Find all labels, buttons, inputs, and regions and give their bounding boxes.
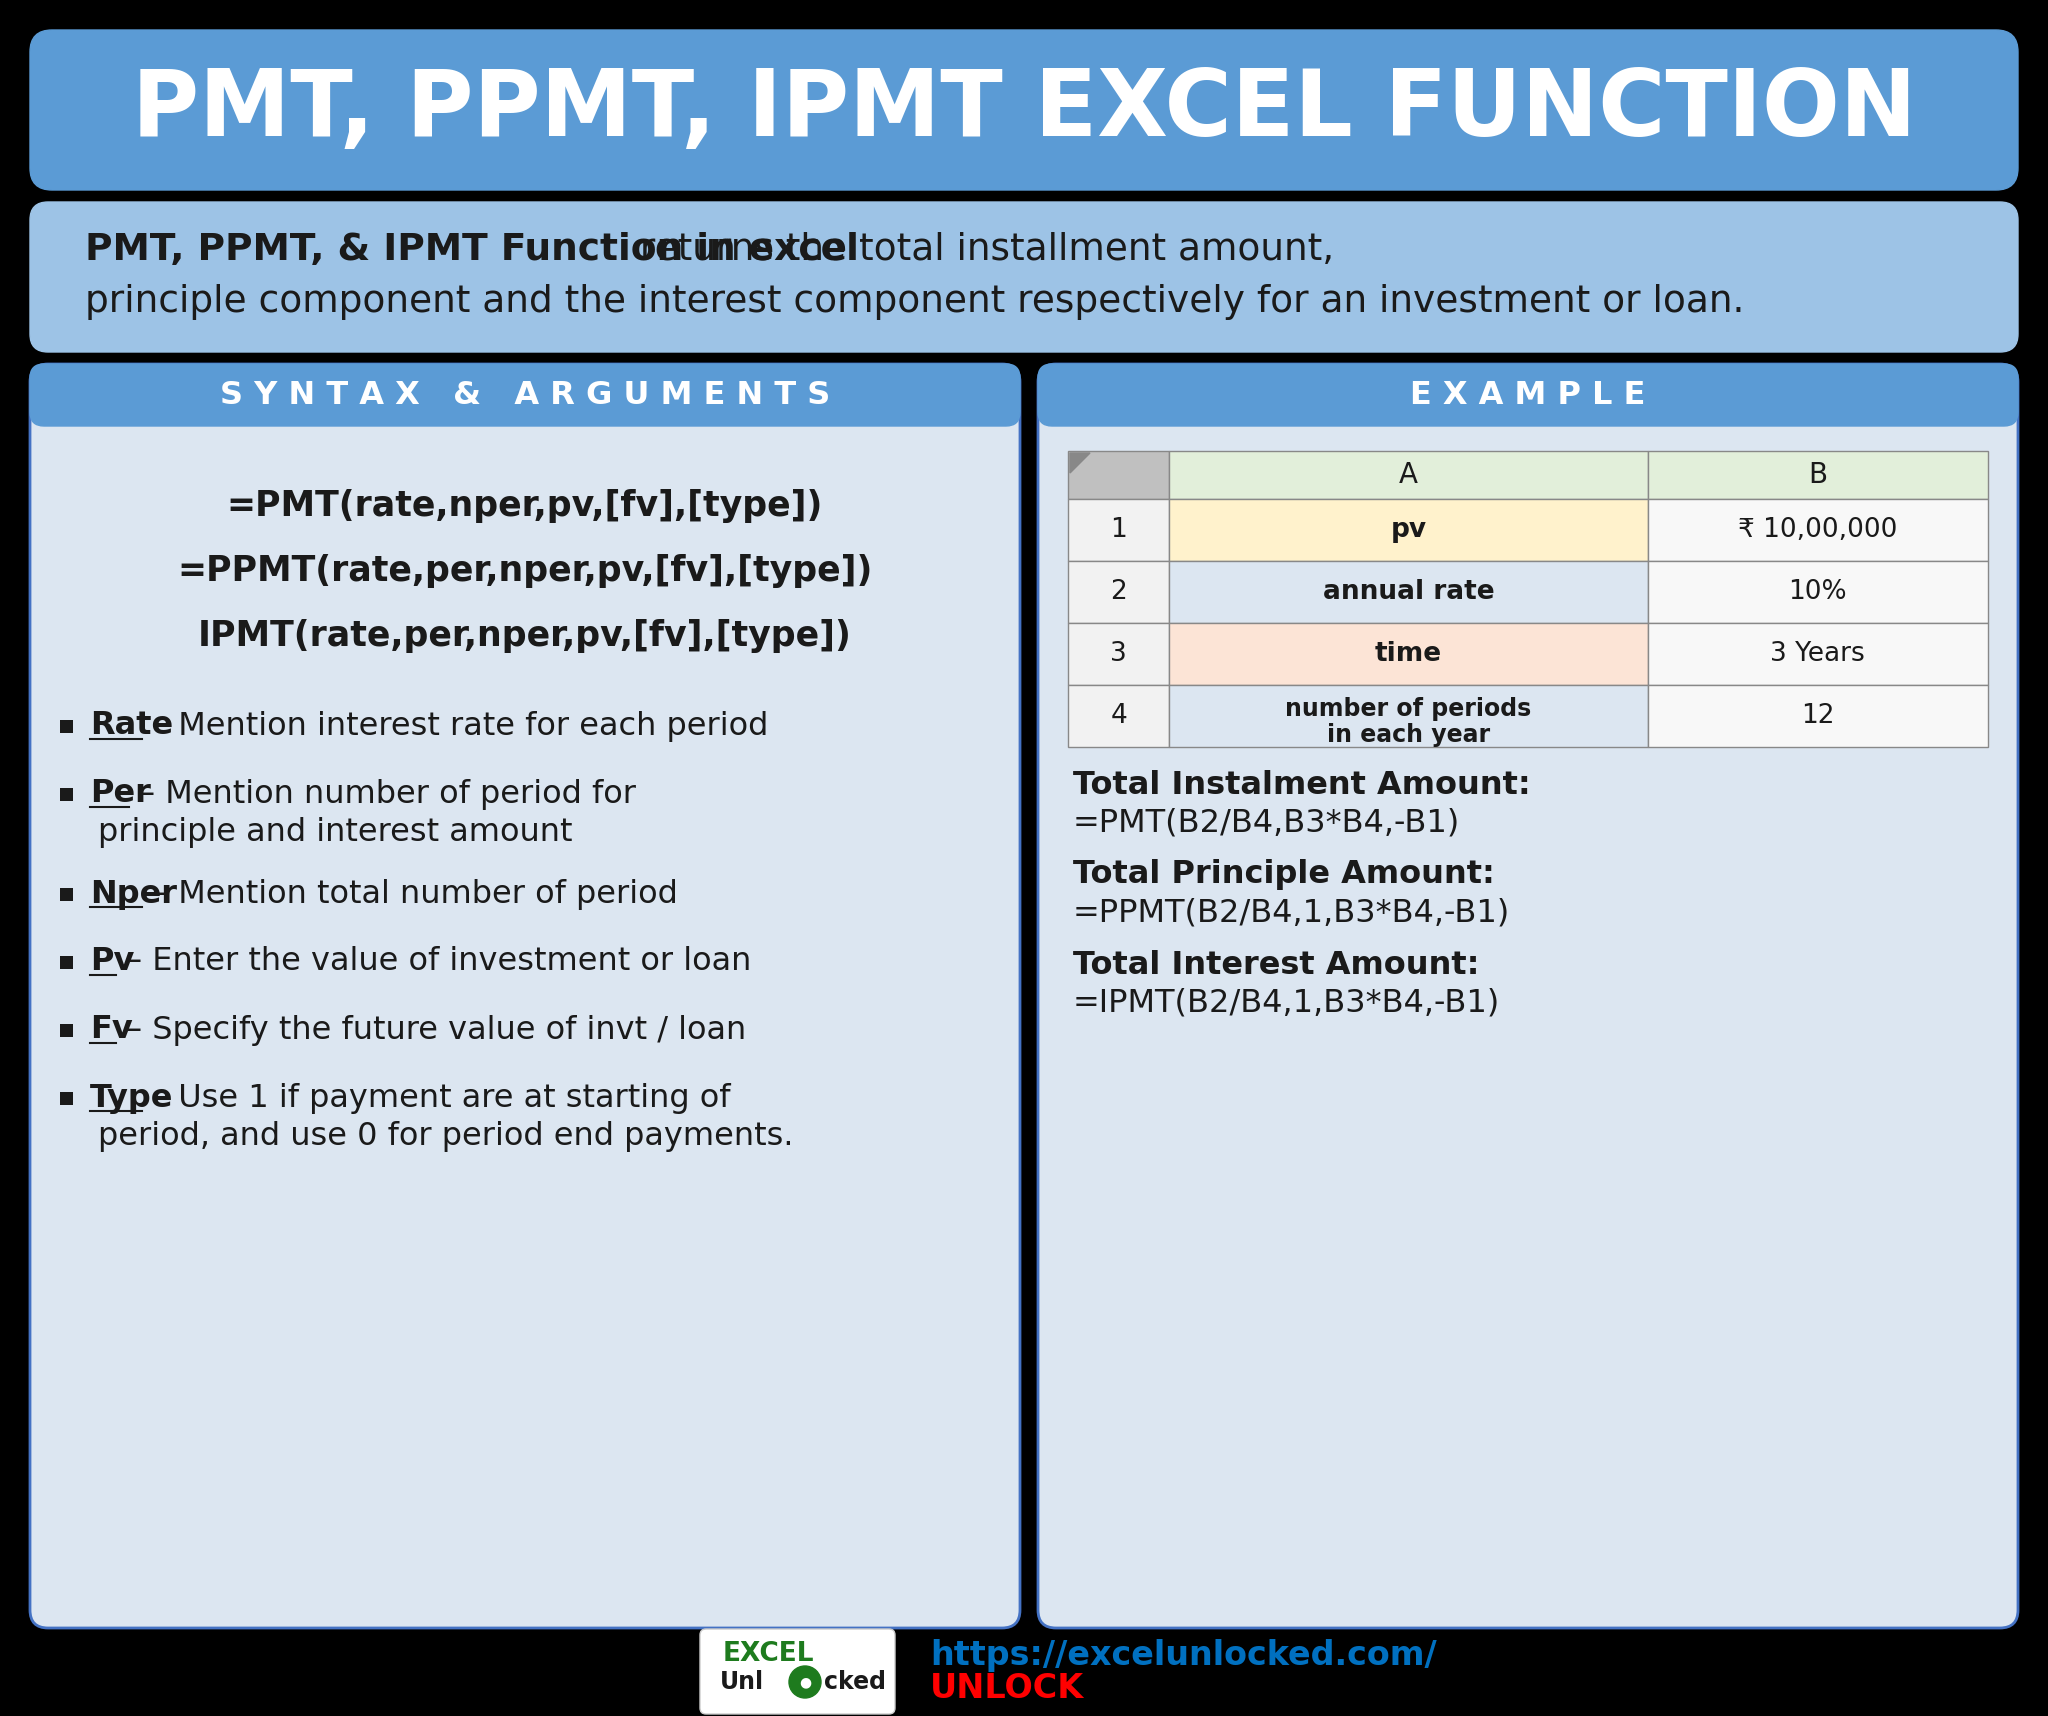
FancyBboxPatch shape (31, 202, 2017, 352)
Bar (1647, 451, 1989, 499)
Text: UNLOCK: UNLOCK (930, 1671, 1083, 1704)
Text: S Y N T A X   &   A R G U M E N T S: S Y N T A X & A R G U M E N T S (219, 379, 829, 410)
Bar (59, 1091, 74, 1105)
Text: Rate: Rate (90, 710, 174, 741)
Text: https://excelunlocked.com/: https://excelunlocked.com/ (930, 1639, 1438, 1673)
Text: 12: 12 (1800, 704, 1835, 729)
Text: cked: cked (823, 1670, 887, 1694)
Bar (1169, 451, 1647, 499)
Text: – Mention number of period for: – Mention number of period for (129, 779, 637, 810)
Bar (59, 887, 74, 901)
Text: =IPMT(B2/B4,1,B3*B4,-B1): =IPMT(B2/B4,1,B3*B4,-B1) (1073, 987, 1501, 1019)
Text: A: A (1399, 462, 1417, 489)
Text: Total Interest Amount:: Total Interest Amount: (1073, 949, 1479, 980)
Bar (1067, 451, 1169, 499)
Text: pv: pv (1391, 517, 1427, 542)
Text: =PMT(B2/B4,B3*B4,-B1): =PMT(B2/B4,B3*B4,-B1) (1073, 808, 1460, 839)
Text: =PPMT(B2/B4,1,B3*B4,-B1): =PPMT(B2/B4,1,B3*B4,-B1) (1073, 897, 1509, 928)
Text: Total Instalment Amount:: Total Instalment Amount: (1073, 769, 1530, 800)
Bar (1067, 685, 1169, 746)
Text: IPMT(rate,per,nper,pv,[fv],[type]): IPMT(rate,per,nper,pv,[fv],[type]) (199, 619, 852, 654)
Bar (1169, 685, 1647, 746)
FancyBboxPatch shape (31, 364, 1020, 1628)
Text: Pv: Pv (90, 947, 135, 978)
Bar (59, 956, 74, 970)
Text: =PPMT(rate,per,nper,pv,[fv],[type]): =PPMT(rate,per,nper,pv,[fv],[type]) (178, 554, 872, 589)
Text: E X A M P L E: E X A M P L E (1411, 379, 1647, 410)
Text: Fv: Fv (90, 1014, 133, 1045)
Text: ●: ● (799, 1675, 811, 1689)
Text: returns the total installment amount,: returns the total installment amount, (627, 232, 1333, 268)
Text: – Mention interest rate for each period: – Mention interest rate for each period (141, 710, 768, 741)
Text: 2: 2 (1110, 578, 1126, 606)
Bar (1067, 561, 1169, 623)
Text: – Mention total number of period: – Mention total number of period (141, 879, 678, 909)
Text: Total Principle Amount:: Total Principle Amount: (1073, 860, 1495, 891)
Text: 3 Years: 3 Years (1769, 642, 1866, 668)
Text: Per: Per (90, 779, 152, 810)
Text: – Specify the future value of invt / loan: – Specify the future value of invt / loa… (117, 1014, 745, 1045)
Bar (1067, 623, 1169, 685)
Text: Nper: Nper (90, 879, 176, 909)
Text: principle component and the interest component respectively for an investment or: principle component and the interest com… (86, 285, 1745, 319)
Text: 10%: 10% (1788, 578, 1847, 606)
Text: period, and use 0 for period end payments.: period, and use 0 for period end payment… (98, 1121, 793, 1151)
Bar (59, 1024, 74, 1036)
Bar (1169, 623, 1647, 685)
Text: principle and interest amount: principle and interest amount (98, 817, 573, 848)
Bar (1647, 685, 1989, 746)
Text: – Enter the value of investment or loan: – Enter the value of investment or loan (117, 947, 752, 978)
Text: 4: 4 (1110, 704, 1126, 729)
Text: Unl: Unl (721, 1670, 764, 1694)
Bar (59, 721, 74, 733)
Text: EXCEL: EXCEL (723, 1640, 813, 1666)
FancyBboxPatch shape (31, 364, 1020, 426)
FancyBboxPatch shape (700, 1628, 895, 1714)
Bar (1647, 561, 1989, 623)
Polygon shape (1069, 453, 1090, 474)
Bar (59, 788, 74, 801)
Bar (1647, 623, 1989, 685)
Text: number of periods: number of periods (1286, 697, 1532, 721)
Text: PMT, PPMT, IPMT EXCEL FUNCTION: PMT, PPMT, IPMT EXCEL FUNCTION (131, 65, 1917, 154)
Bar (1067, 499, 1169, 561)
FancyBboxPatch shape (31, 29, 2017, 190)
Bar (1169, 499, 1647, 561)
Text: 1: 1 (1110, 517, 1126, 542)
Text: ₹ 10,00,000: ₹ 10,00,000 (1739, 517, 1898, 542)
Circle shape (788, 1666, 821, 1699)
Text: 3: 3 (1110, 642, 1126, 668)
Text: time: time (1374, 642, 1442, 668)
Text: – Use 1 if payment are at starting of: – Use 1 if payment are at starting of (141, 1083, 731, 1114)
Text: =PMT(rate,nper,pv,[fv],[type]): =PMT(rate,nper,pv,[fv],[type]) (227, 489, 823, 523)
FancyBboxPatch shape (1038, 364, 2017, 1628)
Bar (1169, 561, 1647, 623)
Text: annual rate: annual rate (1323, 578, 1495, 606)
Text: PMT, PPMT, & IPMT Function in excel: PMT, PPMT, & IPMT Function in excel (86, 232, 858, 268)
Text: in each year: in each year (1327, 722, 1491, 746)
Text: B: B (1808, 462, 1827, 489)
FancyBboxPatch shape (1038, 364, 2017, 426)
Bar (1647, 499, 1989, 561)
Text: Type: Type (90, 1083, 174, 1114)
